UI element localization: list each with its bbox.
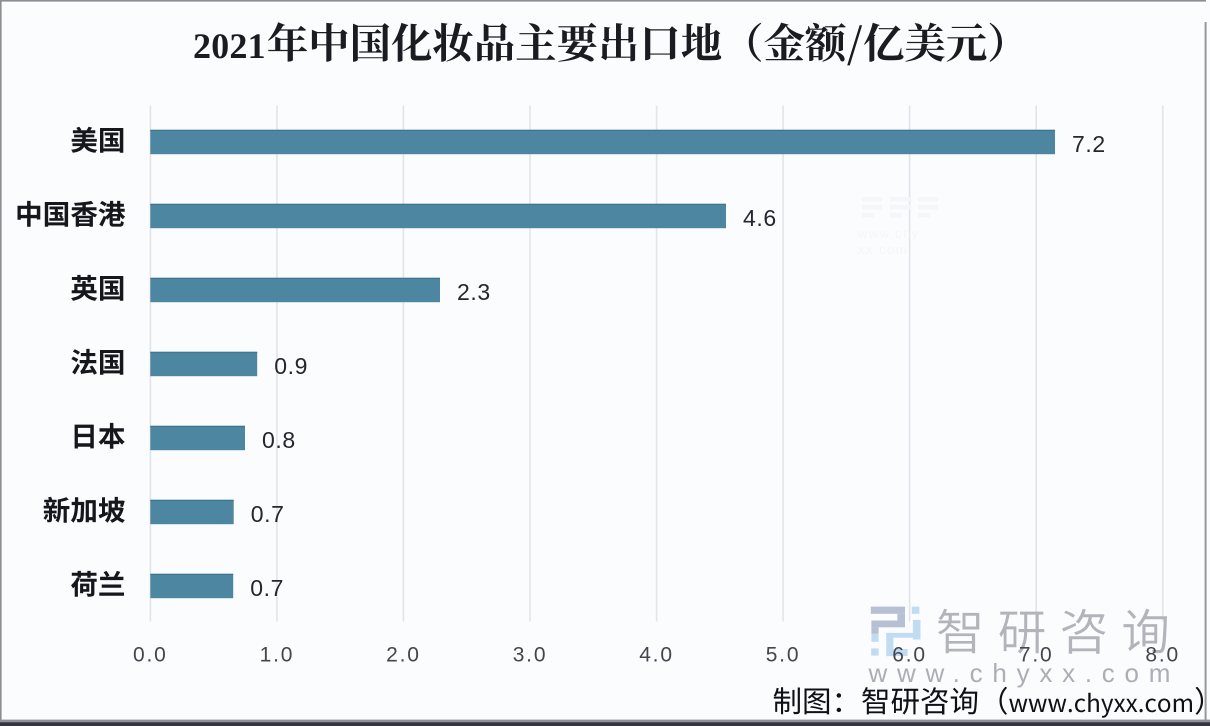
svg-text:3.0: 3.0 — [513, 644, 548, 667]
svg-text:7.2: 7.2 — [1072, 131, 1106, 157]
svg-text:8.0: 8.0 — [1145, 644, 1180, 667]
svg-text:www.chy: www.chy — [857, 226, 920, 241]
svg-text:1.0: 1.0 — [260, 644, 295, 667]
svg-text:0.0: 0.0 — [133, 644, 168, 667]
svg-text:2.3: 2.3 — [457, 279, 491, 305]
svg-text:0.7: 0.7 — [250, 575, 284, 601]
svg-text:www.chyxx.com: www.chyxx.com — [868, 658, 1181, 688]
svg-text:5.0: 5.0 — [766, 644, 801, 667]
svg-text:0.8: 0.8 — [262, 427, 296, 453]
svg-text:2.0: 2.0 — [386, 644, 421, 667]
svg-text:0.7: 0.7 — [251, 501, 285, 527]
svg-text:0.9: 0.9 — [274, 353, 308, 379]
svg-text:7.0: 7.0 — [1019, 644, 1054, 667]
svg-text:4.6: 4.6 — [743, 205, 777, 231]
svg-text:4.0: 4.0 — [639, 644, 674, 667]
svg-text:xx.com: xx.com — [858, 242, 908, 257]
svg-text:6.0: 6.0 — [892, 644, 927, 667]
